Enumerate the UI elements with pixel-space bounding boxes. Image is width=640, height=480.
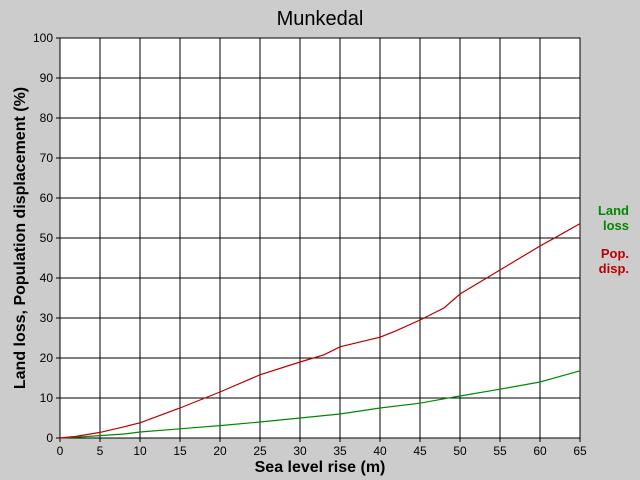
x-tick-label: 50: [453, 444, 467, 458]
y-tick-label: 80: [40, 111, 54, 125]
x-tick-label: 45: [413, 444, 427, 458]
y-tick-label: 40: [40, 271, 54, 285]
legend-entry-text: Land: [598, 203, 629, 218]
y-tick-label: 90: [40, 71, 54, 85]
y-tick-label: 50: [40, 231, 54, 245]
axis-layer: 0 5 10 15 20 25 30 35 40 45 50 55 60 65 0 10 20 30 40 50 60 7…: [33, 31, 587, 458]
y-tick-label: 70: [40, 151, 54, 165]
legend-entry-text: disp.: [599, 261, 629, 276]
series-line-pop-disp: [59, 223, 581, 439]
x-tick-label: 35: [333, 444, 347, 458]
legend-entry-text: Pop.: [601, 246, 629, 261]
grid-layer: [59, 37, 581, 439]
x-tick-label: 55: [493, 444, 507, 458]
x-tick-label: 15: [173, 444, 187, 458]
y-tick-label: 100: [33, 31, 53, 45]
x-tick-label: 30: [293, 444, 307, 458]
y-tick-label: 0: [46, 431, 53, 445]
x-tick-label: 20: [213, 444, 227, 458]
chart-title: Munkedal: [277, 8, 364, 30]
x-tick-label: 10: [133, 444, 147, 458]
legend-entry-text: loss: [603, 218, 629, 233]
series-line-land-loss: [59, 370, 581, 439]
x-tick-label: 5: [97, 444, 104, 458]
y-tick-label: 10: [40, 391, 54, 405]
x-tick-label: 0: [57, 444, 64, 458]
y-axis-label: Land loss, Population displacement (%): [12, 87, 29, 389]
series-layer: [59, 223, 581, 439]
x-axis-label: Sea level rise (m): [255, 459, 386, 476]
y-tick-label: 30: [40, 311, 54, 325]
y-tick-label: 20: [40, 351, 54, 365]
x-tick-label: 65: [573, 444, 587, 458]
x-tick-label: 40: [373, 444, 387, 458]
x-tick-label: 60: [533, 444, 547, 458]
x-tick-label: 25: [253, 444, 267, 458]
y-tick-label: 60: [40, 191, 54, 205]
